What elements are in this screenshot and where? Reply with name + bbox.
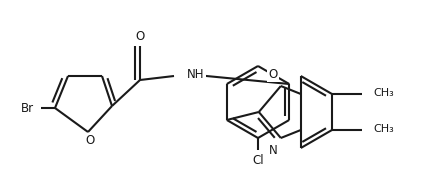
Text: Cl: Cl (252, 154, 264, 166)
Text: N: N (269, 143, 277, 157)
Text: O: O (85, 135, 95, 147)
Text: NH: NH (187, 67, 204, 81)
Text: O: O (268, 67, 278, 81)
Text: CH₃: CH₃ (373, 124, 394, 134)
Text: O: O (135, 29, 145, 43)
Text: Br: Br (21, 101, 34, 115)
Text: CH₃: CH₃ (373, 88, 394, 98)
